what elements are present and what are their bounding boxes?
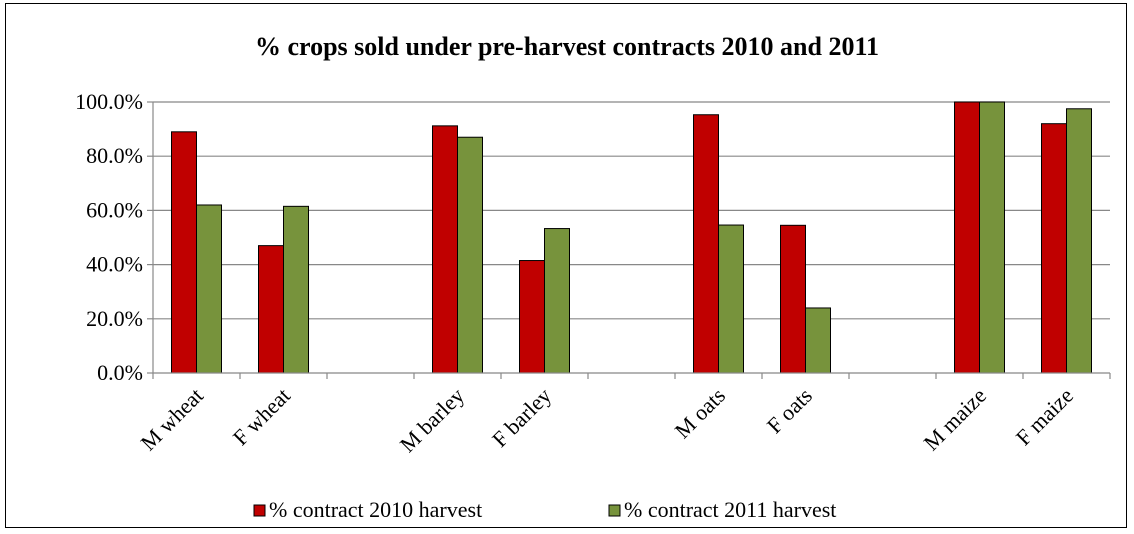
y-tick-labels: 0.0% 20.0% 40.0% 60.0% 80.0% 100.0% [75, 89, 143, 385]
bar-2011 [283, 205, 309, 374]
gridlines [147, 101, 1110, 374]
chart-title: % crops sold under pre-harvest contracts… [255, 32, 879, 61]
x-tick-labels: M wheat F wheat M barley F barley M oats F oa… [135, 383, 1078, 457]
bar-2010 [693, 114, 719, 374]
bar-2010 [1041, 123, 1067, 374]
bar-2011 [196, 204, 222, 374]
bar-2010 [519, 260, 545, 374]
bar-2011 [805, 307, 831, 374]
legend-label: % contract 2010 harvest [269, 497, 482, 522]
x-tick-label: F maize [1011, 383, 1078, 450]
y-tick-label: 20.0% [86, 306, 143, 331]
x-tick-label: M maize [918, 383, 991, 456]
legend: % contract 2010 harvest % contract 2011 h… [253, 497, 836, 522]
x-tick-label: F barley [487, 383, 556, 452]
x-tick-label: F oats [762, 383, 817, 438]
bar-2010 [954, 101, 980, 374]
legend-swatch [608, 504, 621, 517]
legend-label: % contract 2011 harvest [624, 497, 836, 522]
y-tick-label: 0.0% [97, 360, 143, 385]
bar-2011 [457, 136, 483, 374]
bar-2010 [780, 224, 806, 374]
axes [152, 102, 1111, 379]
y-tick-label: 40.0% [86, 252, 143, 277]
bars [171, 101, 1092, 374]
x-tick-label: F wheat [228, 383, 295, 450]
x-tick-label: M wheat [135, 383, 208, 456]
bar-2010 [171, 131, 197, 374]
y-tick-label: 100.0% [75, 89, 143, 114]
bar-2011 [544, 228, 570, 374]
bar-2011 [979, 101, 1005, 374]
y-tick-label: 80.0% [86, 143, 143, 168]
bar-2011 [718, 224, 744, 374]
bar-2010 [432, 125, 458, 374]
y-tick-label: 60.0% [86, 197, 143, 222]
x-tick-label: M barley [395, 383, 469, 457]
legend-swatch [253, 504, 266, 517]
x-tick-label: M oats [670, 383, 730, 443]
bar-2010 [258, 245, 284, 374]
bar-2011 [1066, 108, 1092, 374]
